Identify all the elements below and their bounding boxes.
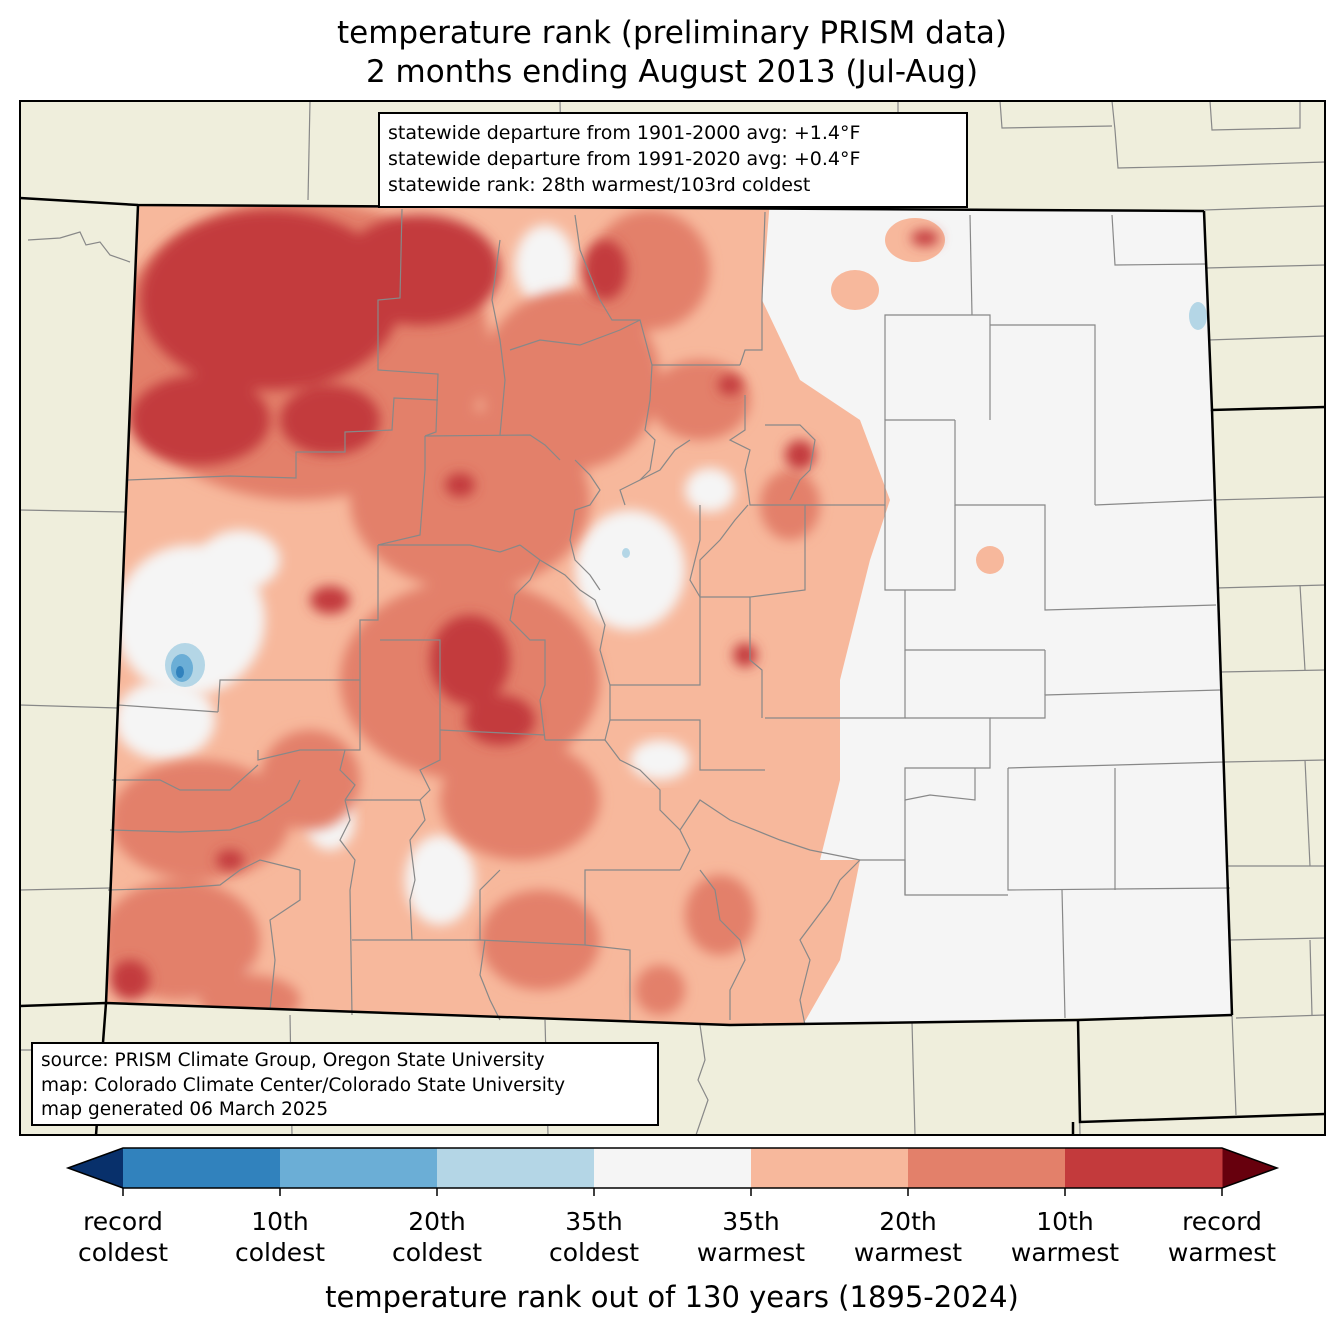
colorbar-tick-label: 20th warmest — [828, 1206, 988, 1268]
tick-label-line-2: coldest — [77, 1238, 169, 1267]
colorado-rank-field — [106, 206, 1232, 1025]
stats-line-rank: statewide rank: 28th warmest/103rd colde… — [388, 174, 811, 196]
tick-label-line-2: warmest — [696, 1238, 806, 1267]
tick-label-line-2: warmest — [1167, 1238, 1277, 1267]
tick-label-line-1: 20th — [879, 1207, 937, 1236]
stats-line-1901-2000: statewide departure from 1901-2000 avg: … — [388, 122, 861, 144]
tick-label-line-1: 20th — [408, 1207, 466, 1236]
tick-label-line-2: coldest — [234, 1238, 326, 1267]
tick-label-line-2: coldest — [548, 1238, 640, 1267]
statewide-stats-box: statewide departure from 1901-2000 avg: … — [378, 112, 968, 208]
tick-label-line-2: coldest — [391, 1238, 483, 1267]
tick-label-line-2: warmest — [1010, 1238, 1120, 1267]
source-line-prism: source: PRISM Climate Group, Oregon Stat… — [41, 1050, 545, 1071]
colorbar-tick-label: 35th warmest — [671, 1206, 831, 1268]
source-line-map: map: Colorado Climate Center/Colorado St… — [41, 1074, 566, 1096]
colorbar-tick-label: 20th coldest — [357, 1206, 517, 1268]
tick-label-line-1: 10th — [1036, 1207, 1094, 1236]
colorbar-tick-label: 35th coldest — [514, 1206, 674, 1268]
tick-label-line-1: record — [1182, 1207, 1262, 1236]
map-title-line-1: temperature rank (preliminary PRISM data… — [336, 15, 1007, 51]
tick-label-line-1: 35th — [565, 1207, 623, 1236]
tick-label-line-1: 35th — [722, 1207, 780, 1236]
tick-label-line-1: record — [83, 1207, 163, 1236]
colorbar-label: temperature rank out of 130 years (1895-… — [325, 1280, 1019, 1314]
stats-line-1991-2020: statewide departure from 1991-2020 avg: … — [388, 148, 861, 170]
colorado-county-lines — [107, 208, 1231, 1026]
colorbar-tick-label: record coldest — [43, 1206, 203, 1268]
source-line-generated: map generated 06 March 2025 — [41, 1099, 329, 1120]
colorbar-tick-label: 10th warmest — [985, 1206, 1145, 1268]
tick-label-line-1: 10th — [251, 1207, 309, 1236]
colorbar-tick-label: 10th coldest — [200, 1206, 360, 1268]
map-title-line-2: 2 months ending August 2013 (Jul-Aug) — [365, 54, 979, 90]
source-box: source: PRISM Climate Group, Oregon Stat… — [31, 1042, 659, 1126]
tick-label-line-2: warmest — [853, 1238, 963, 1267]
colorbar-tick-label: record warmest — [1142, 1206, 1302, 1268]
map-frame — [19, 100, 1326, 1136]
